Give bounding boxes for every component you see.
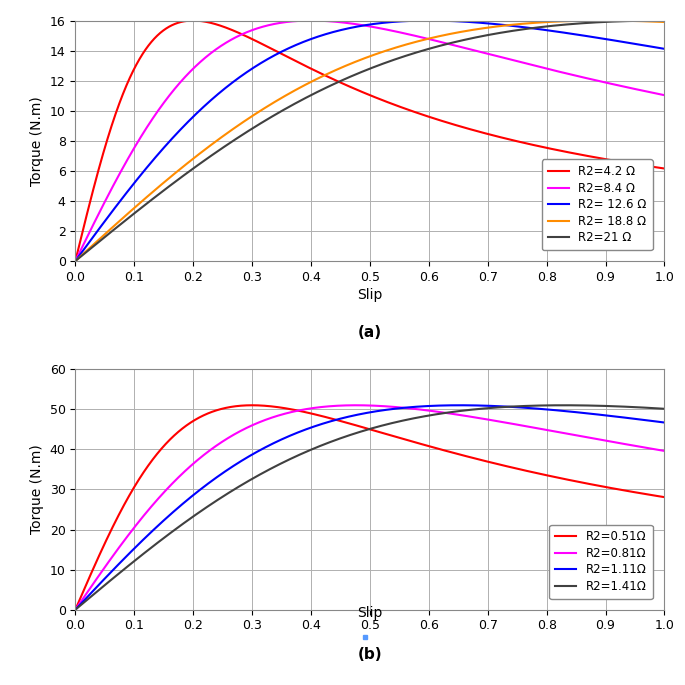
R2= 18.8 Ω [71,257,79,265]
R2=8.4 Ω [660,91,669,99]
R2=4.2 Ω [173,19,182,27]
R2=8.4 Ω [586,75,594,83]
R2=0.81Ω [173,474,182,482]
R2=0.81Ω [352,401,360,410]
R2=1.11Ω [586,410,594,418]
R2=0.81Ω [586,434,594,442]
R2=4.2 Ω [138,50,147,58]
R2=0.51Ω [660,493,669,501]
R2= 12.6 Ω [586,32,594,40]
Line: R2= 12.6 Ω: R2= 12.6 Ω [75,21,664,261]
R2=1.11Ω [297,427,306,435]
R2=21 Ω [173,176,182,184]
R2=0.51Ω [173,428,182,436]
R2= 18.8 Ω [585,16,593,25]
R2=1.11Ω [173,504,182,512]
R2= 12.6 Ω [297,38,306,47]
R2=8.4 Ω [297,16,306,25]
R2=1.41Ω [173,523,182,532]
R2= 12.6 Ω [138,169,147,177]
R2=1.11Ω [71,606,79,614]
R2=0.51Ω [649,491,657,499]
R2= 18.8 Ω [297,83,306,91]
Line: R2=1.11Ω: R2=1.11Ω [75,406,664,610]
R2=4.2 Ω [323,72,331,80]
R2= 12.6 Ω [425,16,433,25]
Line: R2=1.41Ω: R2=1.41Ω [75,406,664,610]
Text: (a): (a) [358,325,382,340]
R2=0.81Ω [138,513,147,521]
R2=1.41Ω [138,550,147,558]
R2= 12.6 Ω [649,42,657,51]
R2=0.81Ω [297,406,306,414]
R2=4.2 Ω [189,16,197,25]
R2=8.4 Ω [71,257,79,265]
Line: R2=8.4 Ω: R2=8.4 Ω [75,21,664,261]
R2= 12.6 Ω [173,129,182,137]
R2=8.4 Ω [307,16,315,25]
R2=4.2 Ω [660,164,669,173]
R2=1.11Ω [456,401,464,410]
R2= 12.6 Ω [71,257,79,265]
R2=1.41Ω [649,404,657,412]
R2=0.51Ω [71,606,79,614]
Legend: R2=4.2 Ω, R2=8.4 Ω, R2= 12.6 Ω, R2= 18.8 Ω, R2=21 Ω: R2=4.2 Ω, R2=8.4 Ω, R2= 12.6 Ω, R2= 18.8… [542,160,653,250]
Line: R2=4.2 Ω: R2=4.2 Ω [75,21,664,261]
R2=1.11Ω [138,536,147,545]
R2=1.41Ω [323,439,331,447]
X-axis label: Slip: Slip [357,288,383,302]
R2=0.81Ω [649,445,657,453]
Line: R2=21 Ω: R2=21 Ω [75,21,664,261]
R2= 18.8 Ω [660,18,669,26]
R2=1.41Ω [71,606,79,614]
R2= 18.8 Ω [138,197,147,205]
R2=8.4 Ω [323,17,331,25]
R2=1.41Ω [586,401,594,410]
R2=21 Ω [649,16,657,25]
R2=0.51Ω [586,480,594,488]
R2= 12.6 Ω [660,45,669,53]
R2=8.4 Ω [649,89,657,97]
R2=1.11Ω [660,419,669,427]
Text: (b): (b) [358,647,382,662]
R2= 18.8 Ω [599,16,607,25]
R2=21 Ω [71,257,79,265]
R2=21 Ω [138,203,147,211]
R2=0.81Ω [323,402,331,410]
R2=1.41Ω [297,450,306,458]
R2=0.81Ω [660,447,669,455]
R2=1.11Ω [323,419,331,427]
R2=21 Ω [297,96,306,104]
R2= 18.8 Ω [649,17,657,25]
R2=1.41Ω [660,405,669,413]
Text: Slip: Slip [357,606,383,620]
R2=0.51Ω [323,413,331,421]
R2=4.2 Ω [297,60,306,68]
R2=1.11Ω [649,417,657,425]
Legend: R2=0.51Ω, R2=0.81Ω, R2=1.11Ω, R2=1.41Ω: R2=0.51Ω, R2=0.81Ω, R2=1.11Ω, R2=1.41Ω [549,525,653,599]
R2=0.51Ω [297,407,306,415]
Y-axis label: Torque (N.m): Torque (N.m) [30,445,44,534]
R2= 18.8 Ω [323,70,331,78]
R2=8.4 Ω [138,130,147,138]
R2=0.51Ω [248,401,256,410]
R2=21 Ω [323,84,331,92]
R2=4.2 Ω [586,152,594,160]
R2= 18.8 Ω [173,167,182,175]
Line: R2= 18.8 Ω: R2= 18.8 Ω [75,21,664,261]
Line: R2=0.51Ω: R2=0.51Ω [75,406,664,610]
R2=4.2 Ω [649,163,657,171]
R2=0.81Ω [71,606,79,614]
Y-axis label: Torque (N.m): Torque (N.m) [30,96,45,186]
R2=21 Ω [660,16,669,25]
R2=21 Ω [585,18,593,27]
R2=0.51Ω [138,470,147,478]
Line: R2=0.81Ω: R2=0.81Ω [75,406,664,610]
R2=8.4 Ω [173,82,182,90]
R2=4.2 Ω [71,257,79,265]
R2=1.41Ω [560,401,568,410]
R2= 12.6 Ω [323,29,331,38]
